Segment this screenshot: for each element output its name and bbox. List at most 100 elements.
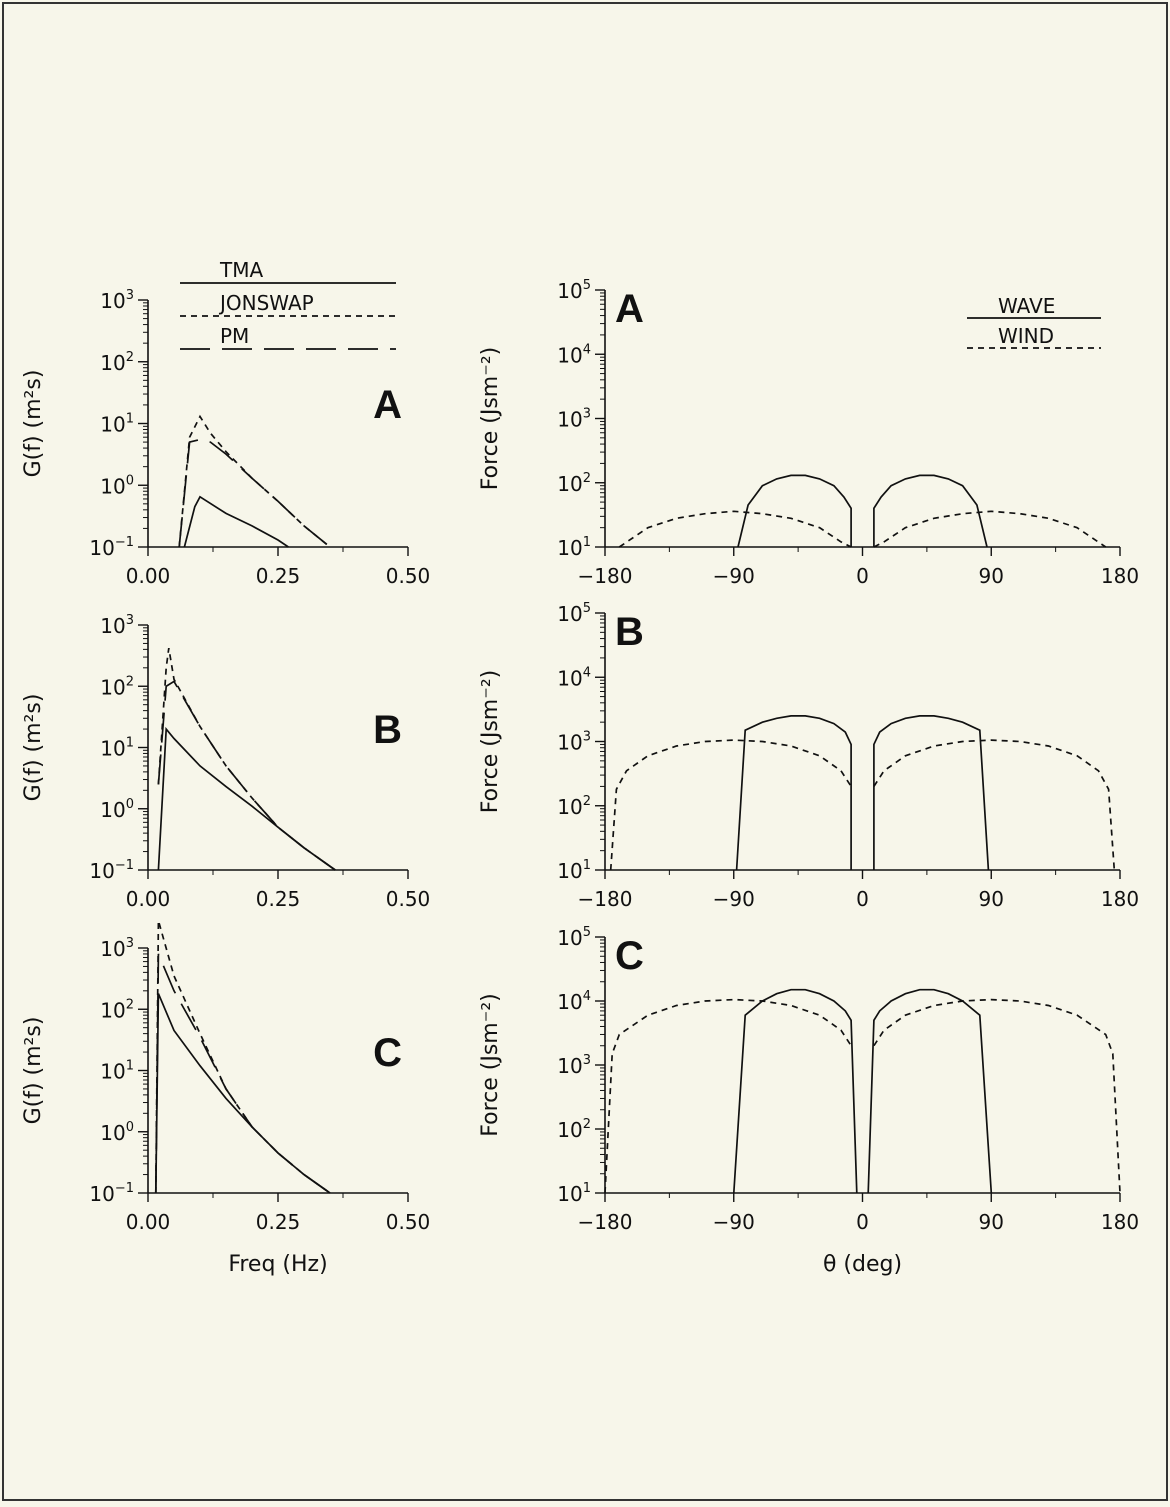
y-tick-label: 102 [557,1117,591,1142]
series-line-wind [618,510,852,548]
legend-item-wind: WIND [967,324,1101,349]
y-tick-label: 103 [100,613,134,638]
x-tick-label: 180 [1101,887,1139,911]
y-tick-label: 101 [100,736,134,761]
y-tick-label: 103 [100,936,134,961]
y-axis-title: G(f) (m²s) [21,1017,46,1125]
legend-item-jonswap: JONSWAP [180,291,396,317]
series-line-pm [154,953,331,1194]
y-tick-label: 104 [557,342,591,367]
legend-label: WIND [998,324,1054,348]
x-tick-label: −90 [713,564,755,588]
legend-item-tma: TMA [180,258,396,284]
series-line-tma [157,726,336,871]
y-tick-label: 102 [100,674,134,699]
legend-label: WAVE [998,294,1055,318]
series-line-pm [157,680,336,871]
y-axis-title: Force (Jsm⁻²) [478,347,503,491]
y-tick-label: 100 [100,473,134,498]
panel-letter: C [615,934,644,978]
y-tick-label: 105 [557,925,591,950]
series-line-wave [737,474,852,548]
chart-panel-left-B: 10−1 100 101 102 103 0.00 0.25 0.50 G(f) (m²s) B [21,613,430,911]
y-tick-label: 101 [557,858,591,883]
y-tick-label: 104 [557,989,591,1014]
legend-label: JONSWAP [218,291,314,315]
y-tick-label: 103 [557,730,591,755]
chart-panel-left-A: 10−1 100 101 102 103 0.00 0.25 0.50 G(f) (m²s) A [21,288,430,588]
x-tick-label: 0.00 [126,564,171,588]
y-tick-label: 102 [557,471,591,496]
y-tick-label: 101 [557,1181,591,1206]
panel-letter: C [373,1031,402,1075]
legend-item-wave: WAVE [967,294,1101,319]
x-tick-label: 0.25 [256,1210,301,1234]
y-tick-label: 104 [557,665,591,690]
x-tick-label: 0 [856,887,869,911]
panel-letter: A [373,383,402,427]
x-tick-label: 0.25 [256,887,301,911]
y-tick-label: 101 [557,535,591,560]
x-tick-label: −180 [578,887,633,911]
x-tick-label: 180 [1101,564,1139,588]
y-tick-label: 103 [557,407,591,432]
x-tick-label: −180 [578,564,633,588]
x-tick-label: −90 [713,1210,755,1234]
x-tick-label: 180 [1101,1210,1139,1234]
y-tick-label: 10−1 [89,535,134,560]
chart-panel-left-C: 10−1 100 101 102 103 0.00 0.25 0.50 G(f) (m²s) Fr… [21,920,431,1277]
series-line-wind [873,998,1121,1194]
legend-item-pm: PM [180,324,396,350]
x-axis-title: θ (deg) [823,1252,902,1277]
panel-letter: B [615,610,644,654]
panel-letter: A [615,287,644,331]
x-tick-label: 90 [979,1210,1004,1234]
series-line-tma [183,495,289,548]
x-tick-label: 90 [979,564,1004,588]
chart-panel-right-C: 101 102 103 104 105 −180 −90 0 90 180 Force (Jsm⁻²… [478,925,1139,1277]
series-line-wave [732,988,858,1194]
x-tick-label: 0.50 [386,887,431,911]
y-tick-label: 100 [100,797,134,822]
legend-label: TMA [219,258,263,282]
series-line-wind [873,739,1116,871]
y-axis-title: Force (Jsm⁻²) [478,993,503,1137]
series-line-tma [154,993,331,1194]
y-tick-label: 102 [557,794,591,819]
series-line-wind [604,998,852,1194]
y-tick-label: 10−1 [89,858,134,883]
series-line-jonswap [157,647,336,871]
x-tick-label: 0 [856,564,869,588]
y-tick-label: 102 [100,350,134,375]
x-tick-label: −90 [713,887,755,911]
series-line-pm [178,438,331,548]
y-tick-label: 101 [100,1059,134,1084]
x-tick-label: 0.50 [386,564,431,588]
x-tick-label: 0 [856,1210,869,1234]
y-tick-label: 105 [557,278,591,303]
x-tick-label: −180 [578,1210,633,1234]
y-tick-label: 102 [100,997,134,1022]
y-axis-title: Force (Jsm⁻²) [478,670,503,814]
series-line-wave [873,474,988,548]
chart-panel-right-B: 101 102 103 104 105 −180 −90 0 90 180 Force (Jsm⁻²… [478,601,1139,911]
y-tick-label: 100 [100,1120,134,1145]
x-axis-title: Freq (Hz) [228,1252,327,1277]
x-tick-label: 0.50 [386,1210,431,1234]
series-line-wind [873,510,1107,548]
series-line-wind [609,739,852,871]
x-tick-label: 0.00 [126,1210,171,1234]
y-tick-label: 105 [557,601,591,626]
y-tick-label: 103 [557,1053,591,1078]
legend-label: PM [220,324,249,348]
panel-letter: B [373,708,402,752]
series-line-wave [735,715,852,871]
x-tick-label: 0.25 [256,564,301,588]
y-tick-label: 103 [100,288,134,313]
y-tick-label: 101 [100,412,134,437]
x-tick-label: 90 [979,887,1004,911]
series-line-jonswap [178,414,331,548]
